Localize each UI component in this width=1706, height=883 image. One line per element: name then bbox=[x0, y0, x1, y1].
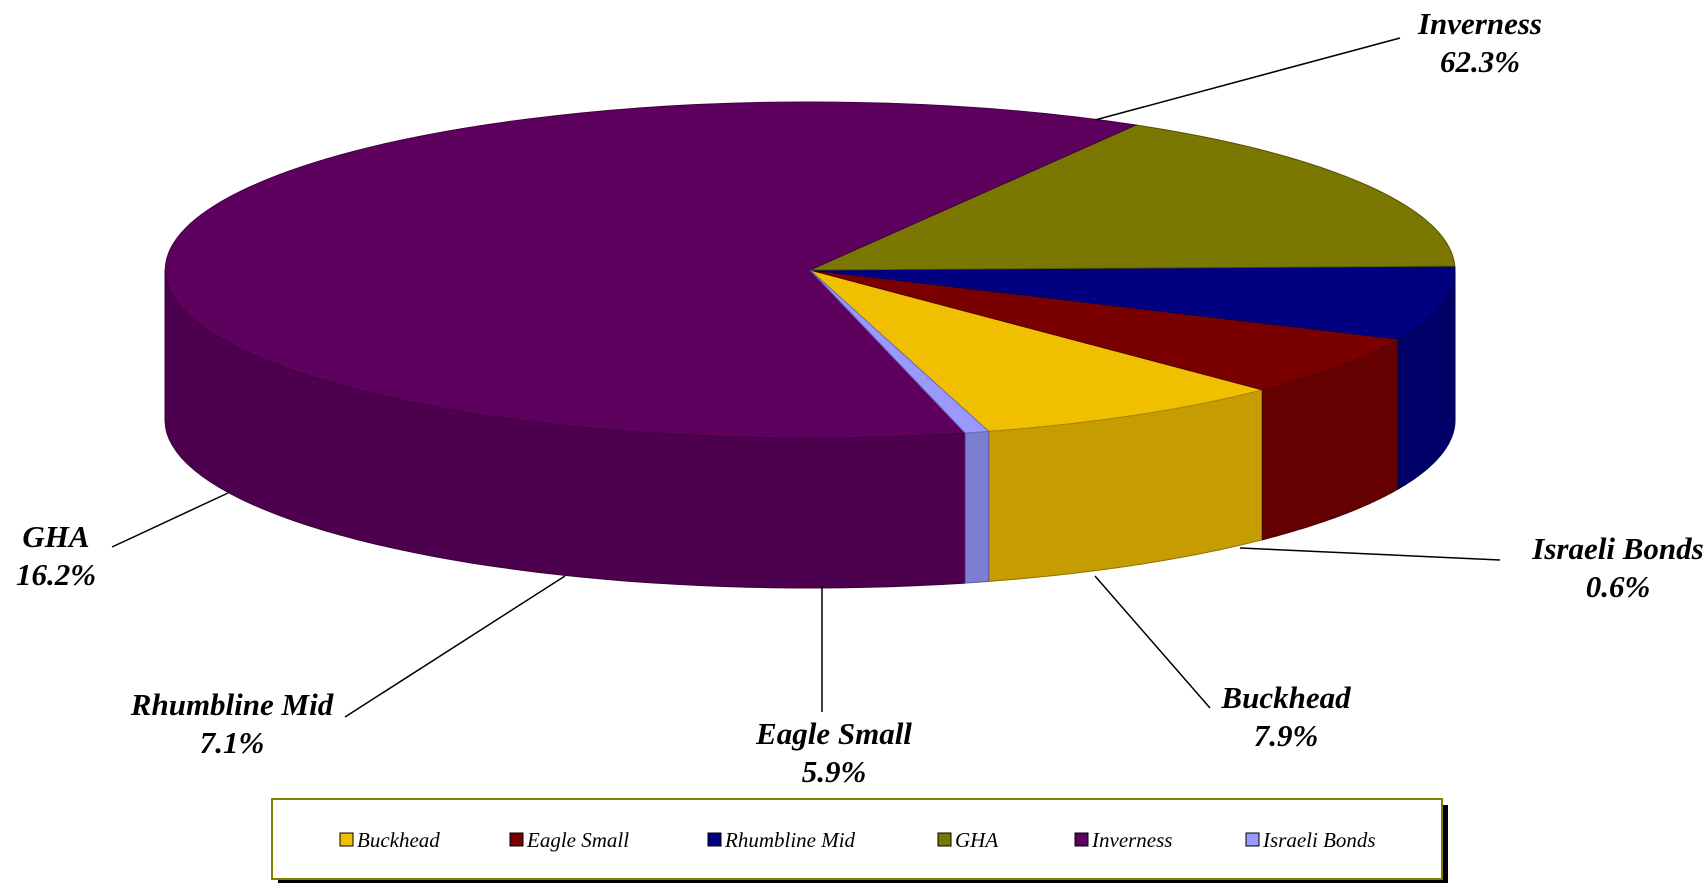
legend-swatch-rhumbline-mid bbox=[707, 832, 722, 847]
legend-label-rhumbline-mid: Rhumbline Mid bbox=[724, 828, 856, 852]
legend-swatch-eagle-small bbox=[509, 832, 524, 847]
slice-label-israeli-bonds: Israeli Bonds bbox=[1531, 531, 1703, 566]
pie-slice-inverness bbox=[164, 101, 1138, 439]
slice-label-eagle-small: Eagle Small bbox=[755, 716, 912, 751]
legend-label-buckhead: Buckhead bbox=[357, 828, 440, 852]
pie-slice-gha bbox=[809, 124, 1456, 271]
legend-swatch-israeli-bonds bbox=[1245, 832, 1260, 847]
slice-label-inverness: Inverness bbox=[1417, 6, 1542, 41]
slice-value-eagle-small: 5.9% bbox=[802, 754, 867, 789]
slice-value-rhumbline-mid: 7.1% bbox=[200, 725, 265, 760]
leader-line-rhumbline-mid bbox=[344, 575, 566, 718]
legend-swatch-gha bbox=[937, 832, 952, 847]
slice-label-gha: GHA bbox=[22, 519, 89, 554]
slice-value-gha: 16.2% bbox=[16, 557, 96, 592]
leader-lines bbox=[111, 37, 1501, 718]
slice-value-buckhead: 7.9% bbox=[1254, 718, 1319, 753]
pie-slice-israeli-bonds bbox=[809, 269, 990, 434]
pie-slice-eagle-small bbox=[809, 269, 1400, 391]
legend: Buckhead Eagle Small Rhumbline Mid GHA Inver… bbox=[271, 798, 1448, 883]
slice-label-buckhead: Buckhead bbox=[1220, 680, 1351, 715]
slice-label-rhumbline-mid: Rhumbline Mid bbox=[130, 687, 334, 722]
legend-label-israeli-bonds: Israeli Bonds bbox=[1262, 828, 1376, 852]
legend-items: Buckhead Eagle Small Rhumbline Mid GHA Inver… bbox=[339, 828, 1376, 852]
pie-wall-israeli-bonds bbox=[964, 430, 990, 584]
slice-value-israeli-bonds: 0.6% bbox=[1586, 569, 1651, 604]
leader-line-inverness bbox=[1094, 37, 1401, 121]
pie-slice-buckhead bbox=[809, 269, 1265, 432]
pie-slice-rhumbline-mid bbox=[809, 265, 1456, 340]
legend-label-gha: GHA bbox=[955, 828, 998, 852]
leader-line-gha bbox=[111, 492, 229, 548]
pie-top bbox=[164, 101, 1456, 439]
legend-swatch-inverness bbox=[1074, 832, 1089, 847]
legend-label-eagle-small: Eagle Small bbox=[526, 828, 629, 852]
pie-walls bbox=[164, 269, 1456, 589]
leader-line-israeli-bonds bbox=[1239, 547, 1501, 561]
leader-line-buckhead bbox=[1094, 575, 1211, 709]
legend-swatch-buckhead bbox=[339, 832, 354, 847]
slice-value-inverness: 62.3% bbox=[1440, 44, 1520, 79]
legend-label-inverness: Inverness bbox=[1091, 828, 1172, 852]
